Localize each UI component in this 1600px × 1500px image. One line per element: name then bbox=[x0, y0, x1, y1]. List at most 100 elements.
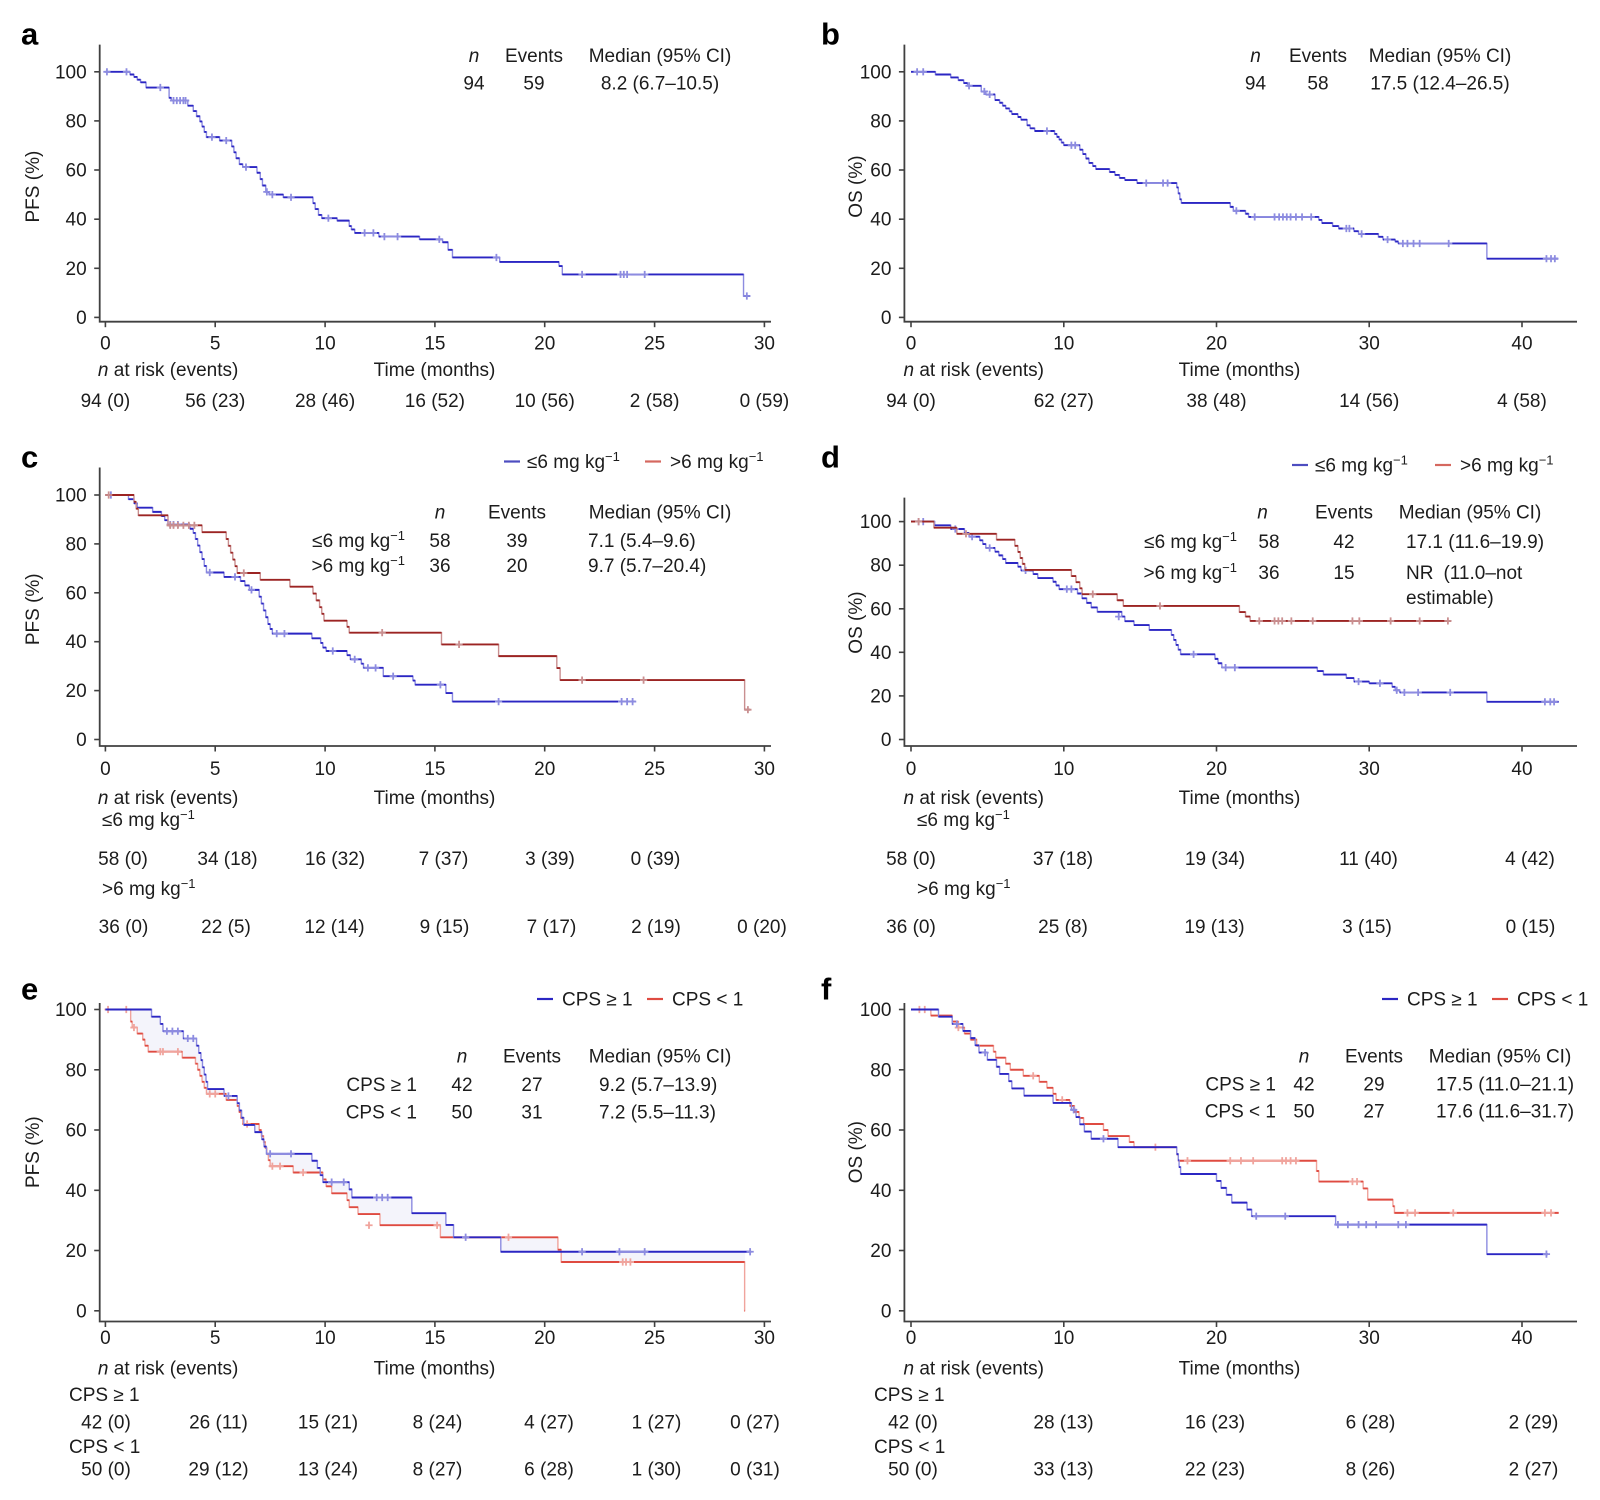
svg-text:OS (%): OS (%) bbox=[846, 155, 867, 217]
svg-text:n: n bbox=[435, 503, 446, 524]
svg-text:60: 60 bbox=[870, 161, 891, 182]
svg-text:CPS ≥ 1: CPS ≥ 1 bbox=[562, 990, 633, 1011]
svg-text:36: 36 bbox=[429, 556, 450, 577]
svg-text:5: 5 bbox=[210, 334, 221, 355]
svg-text:40: 40 bbox=[66, 210, 87, 231]
svg-text:≤6 mg kg−1: ≤6 mg kg−1 bbox=[102, 807, 195, 831]
svg-text:6 (28): 6 (28) bbox=[524, 1460, 574, 1481]
svg-text:58: 58 bbox=[429, 531, 450, 552]
svg-text:50 (0): 50 (0) bbox=[888, 1460, 938, 1481]
svg-text:80: 80 bbox=[66, 534, 87, 555]
svg-text:8.2 (6.7–10.5): 8.2 (6.7–10.5) bbox=[601, 74, 719, 95]
svg-text:0: 0 bbox=[906, 334, 917, 355]
svg-text:60: 60 bbox=[870, 599, 891, 620]
svg-text:25: 25 bbox=[644, 759, 665, 780]
svg-text:n at risk (events): n at risk (events) bbox=[904, 360, 1044, 381]
svg-text:12 (14): 12 (14) bbox=[304, 917, 364, 938]
svg-text:f: f bbox=[821, 972, 832, 1007]
svg-text:25: 25 bbox=[644, 1328, 665, 1349]
svg-text:16 (23): 16 (23) bbox=[1185, 1413, 1245, 1434]
svg-text:Median (95% CI): Median (95% CI) bbox=[589, 46, 732, 67]
svg-text:8 (27): 8 (27) bbox=[413, 1460, 463, 1481]
svg-text:20: 20 bbox=[534, 334, 555, 355]
svg-text:15: 15 bbox=[424, 1328, 445, 1349]
svg-text:8 (24): 8 (24) bbox=[413, 1413, 463, 1434]
svg-text:31: 31 bbox=[521, 1103, 542, 1124]
svg-text:b: b bbox=[821, 17, 840, 52]
svg-text:37 (18): 37 (18) bbox=[1033, 849, 1093, 870]
svg-text:CPS < 1: CPS < 1 bbox=[69, 1437, 140, 1458]
svg-text:100: 100 bbox=[860, 62, 892, 83]
svg-text:30: 30 bbox=[1359, 334, 1380, 355]
svg-text:3 (39): 3 (39) bbox=[525, 849, 575, 870]
svg-text:80: 80 bbox=[66, 1060, 87, 1081]
svg-text:80: 80 bbox=[66, 111, 87, 132]
svg-text:80: 80 bbox=[870, 1060, 891, 1081]
svg-text:36: 36 bbox=[1258, 563, 1279, 584]
svg-text:20: 20 bbox=[870, 1241, 891, 1262]
svg-text:20: 20 bbox=[1206, 1328, 1227, 1349]
svg-text:PFS (%): PFS (%) bbox=[23, 1116, 44, 1188]
svg-text:>6 mg kg−1: >6 mg kg−1 bbox=[311, 553, 405, 577]
svg-text:34 (18): 34 (18) bbox=[197, 849, 257, 870]
svg-text:Time (months): Time (months) bbox=[1179, 788, 1301, 809]
svg-text:15: 15 bbox=[424, 759, 445, 780]
svg-text:20: 20 bbox=[534, 1328, 555, 1349]
svg-text:7 (17): 7 (17) bbox=[527, 917, 577, 938]
svg-text:94: 94 bbox=[463, 74, 485, 95]
svg-text:n at risk (events): n at risk (events) bbox=[98, 360, 238, 381]
svg-text:0: 0 bbox=[100, 334, 111, 355]
svg-text:20: 20 bbox=[534, 759, 555, 780]
svg-text:CPS < 1: CPS < 1 bbox=[1205, 1102, 1276, 1123]
svg-text:40: 40 bbox=[1511, 334, 1532, 355]
svg-text:0: 0 bbox=[881, 730, 892, 751]
svg-text:c: c bbox=[21, 440, 38, 475]
svg-text:60: 60 bbox=[66, 1121, 87, 1142]
svg-text:30: 30 bbox=[1359, 1328, 1380, 1349]
svg-text:36 (0): 36 (0) bbox=[886, 917, 936, 938]
svg-text:CPS ≥ 1: CPS ≥ 1 bbox=[69, 1385, 140, 1406]
svg-text:13 (24): 13 (24) bbox=[298, 1460, 358, 1481]
svg-text:25: 25 bbox=[644, 334, 665, 355]
svg-text:NR(11.0–not: NR (11.0–not bbox=[1406, 563, 1523, 584]
svg-text:Time (months): Time (months) bbox=[374, 1359, 496, 1380]
svg-text:≤6 mg kg−1: ≤6 mg kg−1 bbox=[1144, 529, 1237, 553]
svg-text:CPS < 1: CPS < 1 bbox=[1517, 990, 1588, 1011]
svg-text:estimable): estimable) bbox=[1406, 588, 1494, 609]
svg-text:40: 40 bbox=[1511, 1328, 1532, 1349]
svg-text:n at risk (events): n at risk (events) bbox=[904, 1359, 1044, 1380]
svg-text:56 (23): 56 (23) bbox=[185, 391, 245, 412]
svg-text:10: 10 bbox=[315, 759, 336, 780]
svg-text:30: 30 bbox=[754, 759, 775, 780]
svg-text:26 (11): 26 (11) bbox=[189, 1413, 248, 1434]
svg-text:94 (0): 94 (0) bbox=[81, 391, 131, 412]
svg-text:27: 27 bbox=[1363, 1102, 1384, 1123]
svg-text:16 (32): 16 (32) bbox=[305, 849, 365, 870]
svg-text:0 (15): 0 (15) bbox=[1506, 917, 1556, 938]
svg-text:0 (39): 0 (39) bbox=[631, 849, 681, 870]
svg-text:94: 94 bbox=[1245, 74, 1267, 95]
svg-text:29 (12): 29 (12) bbox=[188, 1460, 248, 1481]
svg-text:Median (95% CI): Median (95% CI) bbox=[1369, 46, 1512, 67]
svg-text:CPS < 1: CPS < 1 bbox=[346, 1103, 417, 1124]
svg-text:20: 20 bbox=[66, 1241, 87, 1262]
svg-text:42: 42 bbox=[1333, 532, 1354, 553]
svg-text:Events: Events bbox=[1345, 1047, 1403, 1068]
svg-text:9 (15): 9 (15) bbox=[420, 917, 470, 938]
svg-text:10: 10 bbox=[315, 334, 336, 355]
svg-text:58: 58 bbox=[1258, 532, 1279, 553]
svg-text:>6 mg kg−1: >6 mg kg−1 bbox=[102, 876, 196, 900]
svg-text:CPS < 1: CPS < 1 bbox=[874, 1437, 945, 1458]
svg-text:15 (21): 15 (21) bbox=[298, 1413, 358, 1434]
svg-text:28 (13): 28 (13) bbox=[1033, 1413, 1093, 1434]
svg-text:Time (months): Time (months) bbox=[1179, 1359, 1301, 1380]
svg-text:n: n bbox=[1257, 503, 1268, 524]
svg-text:14 (56): 14 (56) bbox=[1339, 391, 1399, 412]
svg-text:20: 20 bbox=[870, 259, 891, 280]
svg-text:Time (months): Time (months) bbox=[1179, 360, 1301, 381]
svg-text:OS (%): OS (%) bbox=[846, 1121, 867, 1183]
svg-text:n: n bbox=[1299, 1047, 1310, 1068]
svg-text:30: 30 bbox=[754, 1328, 775, 1349]
svg-text:2 (19): 2 (19) bbox=[631, 917, 681, 938]
svg-text:42: 42 bbox=[451, 1075, 472, 1096]
